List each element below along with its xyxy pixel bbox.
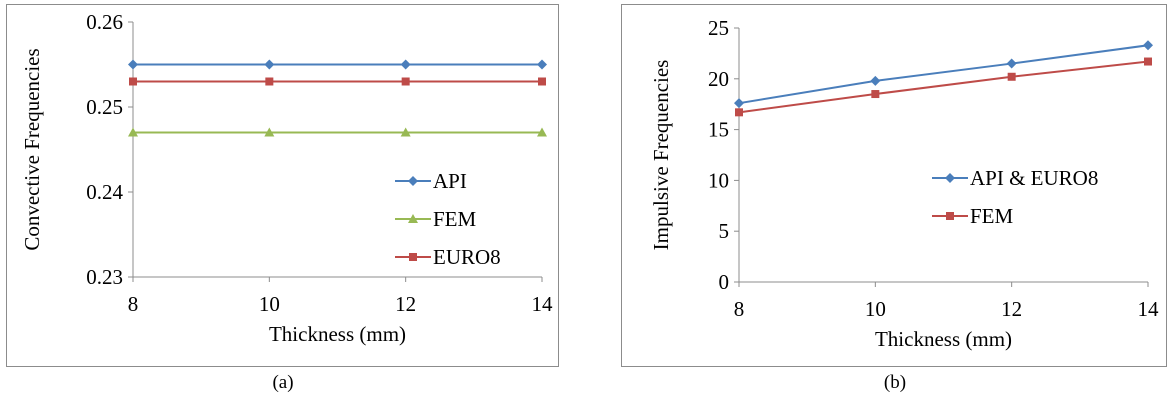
chart-a-panel: 0.23 0.24 0.25 0.26 8 10 12 14 Thickness (mm) Con… xyxy=(6,4,559,367)
data-point xyxy=(734,98,744,109)
y-tick-label: 20 xyxy=(708,67,729,91)
legend-marker xyxy=(408,176,418,186)
legend-label: FEM xyxy=(433,207,477,231)
legend-marker xyxy=(945,173,955,183)
y-tick-label: 25 xyxy=(708,16,729,40)
data-point xyxy=(735,108,743,117)
caption-a: (a) xyxy=(272,372,294,393)
data-point xyxy=(1144,57,1152,66)
x-axis-title: Thickness (mm) xyxy=(875,327,1012,351)
data-point xyxy=(128,127,138,137)
data-point xyxy=(400,127,411,137)
chart-a-svg: 0.23 0.24 0.25 0.26 8 10 12 14 Thickness (mm) Con… xyxy=(20,10,554,346)
y-tick-label: 5 xyxy=(719,219,730,243)
x-tick-label: 12 xyxy=(1001,297,1022,321)
legend-marker xyxy=(946,212,954,220)
data-point xyxy=(129,77,137,86)
x-axis-title: Thickness (mm) xyxy=(269,322,406,346)
data-point xyxy=(871,90,880,99)
x-tick-label: 14 xyxy=(1138,297,1160,321)
chart-b-svg: 0 5 10 15 20 25 8 10 12 14 Thickness (mm) Impulsive… xyxy=(649,16,1160,351)
y-axis-title: Impulsive Frequencies xyxy=(649,60,673,251)
data-point xyxy=(401,77,410,86)
y-tick-label: 0.26 xyxy=(86,10,123,34)
y-tick-label: 15 xyxy=(708,118,729,142)
x-tick-label: 8 xyxy=(734,297,745,321)
y-tick-label: 0.23 xyxy=(86,265,123,289)
data-point xyxy=(1006,58,1017,69)
x-tick-label: 10 xyxy=(259,292,280,316)
data-point xyxy=(264,127,275,137)
y-tick-label: 10 xyxy=(708,168,729,192)
legend-marker xyxy=(408,214,418,223)
legend-label: API xyxy=(433,169,467,193)
x-tick-label: 8 xyxy=(128,292,139,316)
series-line xyxy=(738,60,1149,114)
y-tick-label: 0 xyxy=(719,270,730,294)
legend-label: FEM xyxy=(970,204,1014,228)
data-point xyxy=(537,59,547,70)
data-point xyxy=(537,127,547,137)
x-tick-label: 14 xyxy=(532,292,554,316)
data-point xyxy=(1143,40,1153,51)
data-point xyxy=(265,77,274,86)
x-tick-label: 10 xyxy=(865,297,886,321)
data-point xyxy=(264,59,275,70)
x-tick-label: 12 xyxy=(395,292,416,316)
data-point xyxy=(538,77,546,86)
chart-b-panel: 0 5 10 15 20 25 8 10 12 14 Thickness (mm) Impulsive… xyxy=(621,4,1167,367)
legend-label: EURO8 xyxy=(433,245,501,269)
series-line xyxy=(738,44,1149,105)
caption-b: (b) xyxy=(883,372,907,393)
data-point xyxy=(1007,72,1016,81)
legend-marker xyxy=(409,253,417,261)
data-point xyxy=(400,59,411,70)
y-axis-title: Convective Frequencies xyxy=(20,48,44,250)
y-tick-label: 0.25 xyxy=(86,95,123,119)
legend-label: API & EURO8 xyxy=(970,166,1098,190)
data-point xyxy=(128,59,138,70)
data-point xyxy=(870,75,881,86)
y-tick-label: 0.24 xyxy=(86,180,123,204)
